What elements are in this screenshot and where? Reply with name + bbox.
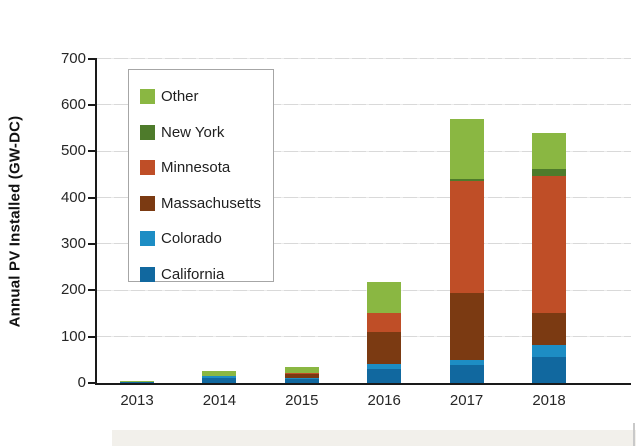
gridline-400 — [96, 197, 631, 199]
y-tick-label-100: 100 — [60, 327, 86, 345]
x-tick-label-2015: 2015 — [285, 392, 319, 409]
bar-segment-2017-other — [449, 118, 484, 179]
gridline-700 — [96, 58, 631, 59]
y-tick-label-700: 700 — [60, 49, 86, 67]
bar-segment-2016-other — [367, 281, 402, 313]
bar-segment-2016-massachusetts — [367, 331, 402, 364]
bar-segment-2014-colorado — [202, 375, 237, 379]
y-tick-mark-100 — [88, 335, 95, 338]
gridline-300 — [96, 243, 631, 245]
legend: Other New York Minnesota Massachusetts Color… — [128, 69, 274, 283]
gridline-100 — [96, 336, 631, 338]
bar-segment-2014-other — [202, 370, 237, 376]
bar-segment-2014-california — [202, 378, 237, 383]
x-tick-label-2016: 2016 — [367, 392, 401, 409]
gridline-200 — [96, 289, 631, 291]
legend-item-california: California — [129, 257, 273, 293]
bar-segment-2016-california — [367, 369, 402, 383]
bar-segment-2013-other — [120, 380, 154, 382]
bar-segment-2017-minnesota — [449, 181, 484, 293]
legend-label: Minnesota — [161, 159, 231, 177]
y-tick-mark-0 — [88, 382, 95, 384]
bar-segment-2015-massachusetts — [284, 374, 319, 379]
bar-segment-2015-other — [284, 367, 319, 374]
y-tick-mark-400 — [88, 196, 95, 199]
legend-item-minnesota: Minnesota — [129, 150, 273, 186]
bar-segment-2015-minnesota — [284, 373, 319, 375]
gridline-500 — [96, 150, 631, 152]
y-tick-label-500: 500 — [60, 142, 86, 160]
y-tick-label-300: 300 — [60, 234, 86, 252]
bar-segment-2016-colorado — [367, 363, 402, 370]
x-axis-line — [95, 382, 631, 385]
legend-swatch-icon — [140, 124, 155, 140]
bar-segment-2015-colorado — [284, 378, 319, 380]
y-tick-label-200: 200 — [60, 281, 86, 299]
y-tick-mark-600 — [88, 103, 95, 106]
y-axis-title: Annual PV Installed (GW-DC) — [6, 115, 24, 328]
x-tick-label-2014: 2014 — [202, 392, 237, 409]
x-tick-label-2017: 2017 — [449, 392, 484, 409]
bar-segment-2017-colorado — [449, 359, 484, 366]
legend-swatch-icon — [140, 195, 155, 211]
legend-label: Colorado — [161, 230, 222, 248]
legend-label: Massachusetts — [161, 194, 262, 212]
legend-label: Other — [161, 88, 199, 106]
y-tick-label-400: 400 — [60, 188, 86, 206]
y-tick-mark-500 — [88, 150, 95, 153]
bar-segment-2018-colorado — [532, 345, 566, 357]
right-edge-artifact — [633, 423, 635, 446]
legend-item-massachusetts: Massachusetts — [129, 186, 273, 222]
bar-segment-2015-california — [284, 379, 319, 383]
bar-segment-2016-minnesota — [367, 313, 402, 332]
bar-segment-2017-california — [449, 365, 484, 383]
bar-segment-2018-california — [532, 356, 566, 383]
y-tick-label-0: 0 — [77, 374, 86, 391]
bar-segment-2017-new-york — [449, 179, 484, 182]
bar-segment-2013-california — [120, 381, 154, 383]
bar-segment-2017-massachusetts — [449, 292, 484, 360]
bar-segment-2018-other — [532, 132, 566, 169]
gridline-600 — [96, 104, 631, 106]
y-tick-mark-300 — [88, 242, 95, 245]
x-tick-label-2013: 2013 — [120, 392, 154, 409]
bottom-artifact-band — [112, 430, 636, 446]
bar-segment-2018-massachusetts — [532, 312, 566, 346]
legend-item-colorado: Colorado — [129, 221, 273, 257]
legend-swatch-icon — [140, 231, 155, 247]
y-tick-label-600: 600 — [60, 95, 86, 113]
bar-segment-2018-new-york — [532, 168, 566, 177]
legend-item-new-york: New York — [129, 115, 273, 151]
legend-swatch-icon — [140, 89, 155, 105]
bar-segment-2018-minnesota — [532, 176, 566, 313]
y-tick-mark-200 — [88, 289, 95, 292]
legend-swatch-icon — [140, 160, 155, 176]
legend-label: California — [161, 265, 225, 283]
x-tick-label-2018: 2018 — [532, 392, 566, 409]
legend-item-other: Other — [129, 79, 273, 115]
y-axis-line — [95, 58, 97, 384]
legend-label: New York — [161, 123, 225, 141]
legend-swatch-icon — [140, 266, 155, 282]
y-tick-mark-700 — [88, 57, 95, 60]
